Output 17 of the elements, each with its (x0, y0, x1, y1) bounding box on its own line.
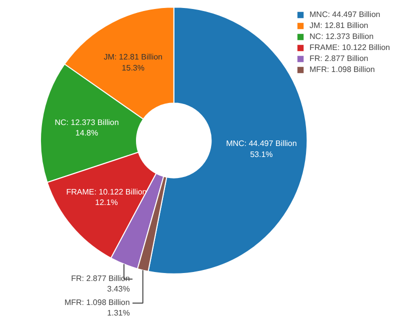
data-label: 12.1% (95, 198, 118, 208)
slice-label: NC: 12.373 Billion (54, 118, 119, 127)
data-label: 14.8% (75, 128, 98, 138)
legend-label: FR: 2.877 Billion (310, 54, 368, 63)
slice-label: FRAME: 10.122 Billion (66, 187, 147, 196)
legend-label: JM: 12.81 Billion (310, 21, 368, 30)
data-label: 1.31% (107, 308, 130, 318)
slice-label: JM: 12.81 Billion (104, 52, 163, 62)
slice-label: MNC: 44.497 Billion (226, 139, 297, 148)
slice-label: MFR: 1.098 Billion (64, 298, 130, 307)
data-label: 15.3% (122, 63, 145, 72)
legend-label: MFR: 1.098 Billion (310, 65, 375, 74)
legend-label: NC: 12.373 Billion (310, 32, 374, 41)
data-label: 3.43% (107, 284, 130, 294)
legend-label: FRAME: 10.122 Billion (310, 43, 390, 52)
data-label: 53.1% (250, 150, 273, 159)
legend-label: MNC: 44.497 Billion (310, 10, 380, 19)
